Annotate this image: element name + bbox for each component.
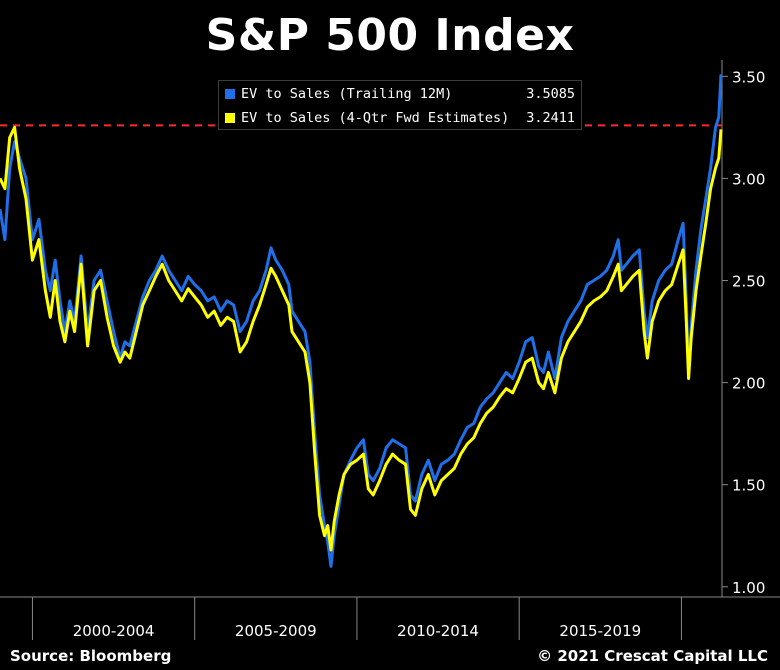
legend-label: EV to Sales (Trailing 12M) (241, 86, 453, 102)
x-period-label: 2000-2004 (73, 622, 155, 640)
copyright-note: © 2021 Crescat Capital LLC (537, 647, 768, 665)
chart-title: S&P 500 Index (205, 10, 575, 61)
y-tick-label: 3.50 (732, 68, 765, 86)
y-tick-label: 2.50 (732, 273, 765, 291)
legend-swatch-trailing (225, 89, 235, 99)
y-tick-label: 3.00 (732, 170, 765, 188)
series-line-trailing (0, 74, 723, 568)
legend-entry-forward: EV to Sales (4-Qtr Fwd Estimates) 3.2411 (219, 107, 581, 129)
legend-value: 3.2411 (526, 110, 575, 126)
x-period-label: 2015-2019 (559, 622, 641, 640)
legend-swatch-forward (225, 113, 235, 123)
x-period-label: 2005-2009 (235, 622, 317, 640)
chart-legend: EV to Sales (Trailing 12M) 3.5085 EV to … (218, 80, 582, 130)
series-line-forward (0, 125, 723, 552)
legend-label: EV to Sales (4-Qtr Fwd Estimates) (241, 110, 510, 126)
y-tick-label: 1.00 (732, 579, 765, 597)
legend-entry-trailing: EV to Sales (Trailing 12M) 3.5085 (219, 83, 581, 105)
y-tick-label: 1.50 (732, 477, 765, 495)
x-period-label: 2010-2014 (397, 622, 479, 640)
legend-value: 3.5085 (526, 86, 575, 102)
source-note: Source: Bloomberg (10, 647, 172, 665)
y-tick-label: 2.00 (732, 375, 765, 393)
